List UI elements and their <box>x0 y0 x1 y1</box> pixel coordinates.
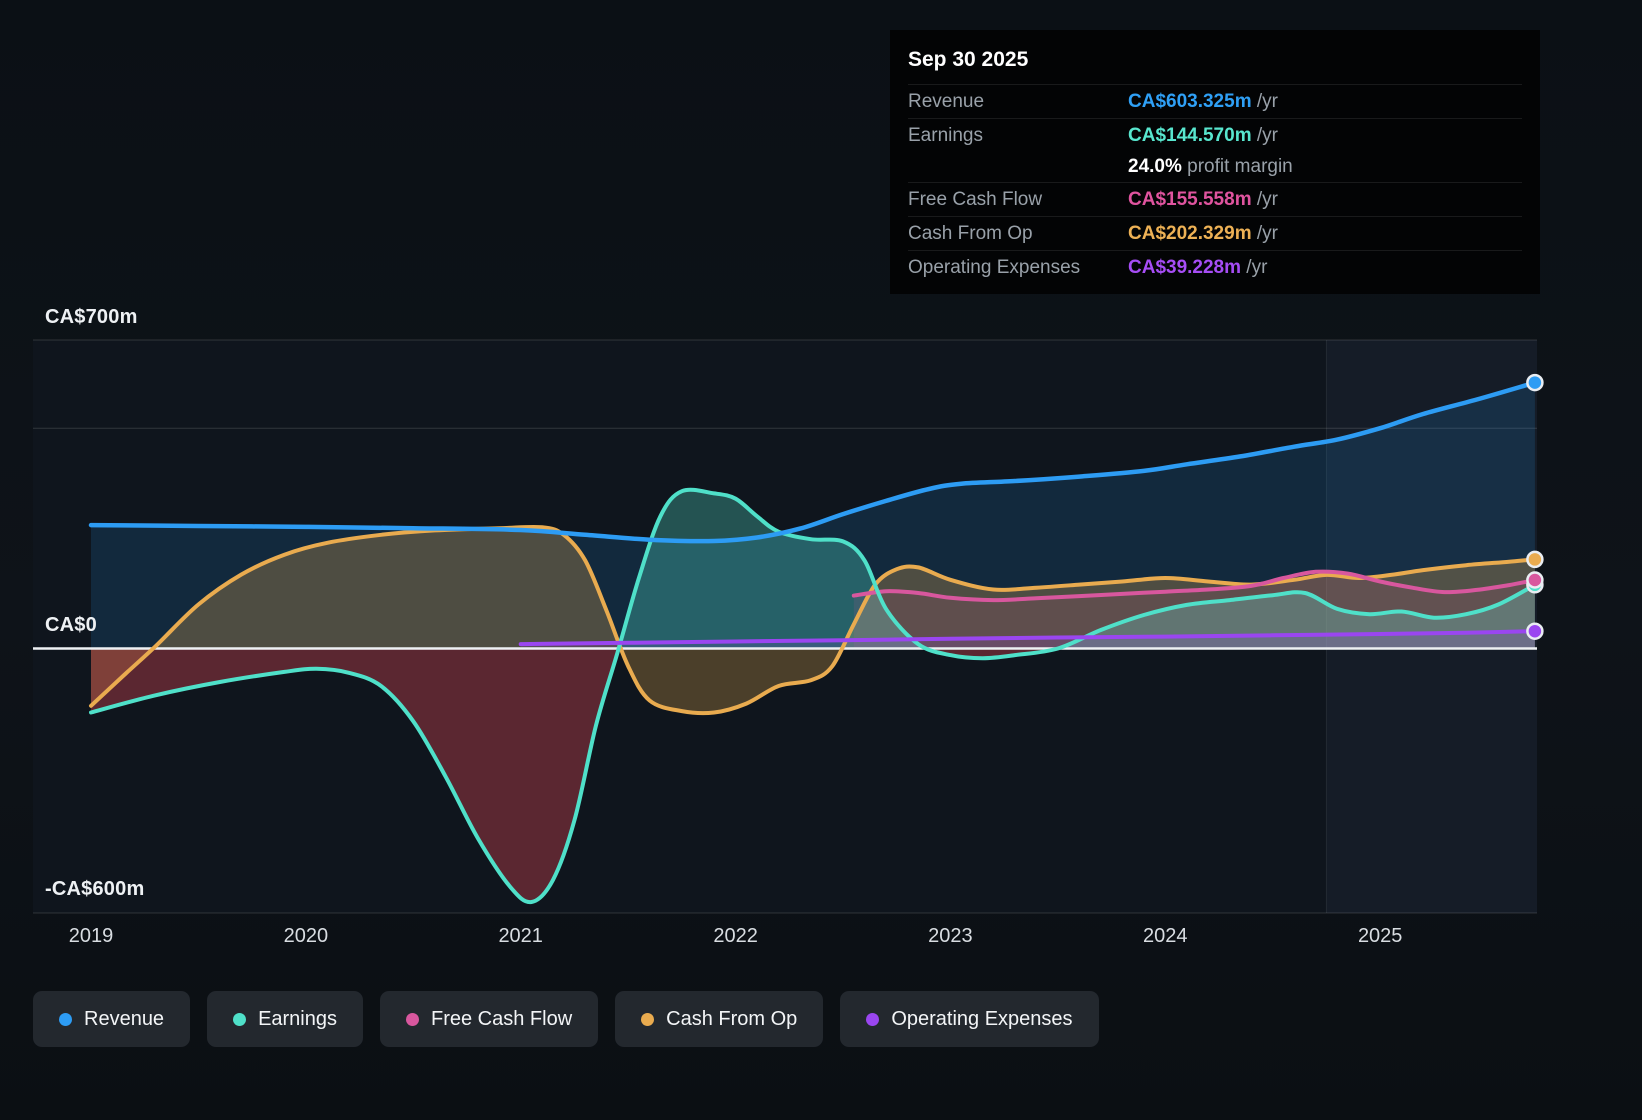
legend-dot-cash-from-op-icon <box>641 1012 655 1026</box>
tooltip-row-revenue: Revenue CA$603.325m /yr <box>908 84 1522 118</box>
tooltip-suffix-earnings: /yr <box>1251 124 1278 146</box>
tooltip-label-cash-from-op: Cash From Op <box>908 222 1033 244</box>
tooltip-value-profit-margin: 24.0% <box>1128 156 1182 177</box>
legend-label-operating-expenses: Operating Expenses <box>891 1007 1073 1030</box>
series-line-operating-expenses <box>518 629 1537 647</box>
y-axis-label-zero: CA$0 <box>45 614 97 636</box>
chart-tooltip: Sep 30 2025 Revenue CA$603.325m /yr Earn… <box>890 30 1540 294</box>
tooltip-suffix-profit-margin: profit margin <box>1181 156 1293 177</box>
legend-dot-earnings-icon <box>233 1012 247 1026</box>
tooltip-label-revenue: Revenue <box>908 90 985 112</box>
tooltip-label-free-cash-flow: Free Cash Flow <box>908 188 1043 210</box>
series-endpoint-revenue <box>1526 373 1544 392</box>
tooltip-value-operating-expenses: CA$39.228m <box>1128 256 1242 278</box>
legend-item-revenue[interactable]: Revenue <box>33 991 191 1047</box>
tooltip-row-operating-expenses: Operating Expenses CA$39.228m /yr <box>908 250 1522 284</box>
x-tick-2019: 2019 <box>68 925 114 947</box>
legend-dot-revenue-icon <box>59 1012 72 1026</box>
tooltip-value-revenue: CA$603.325m <box>1128 90 1252 112</box>
x-tick-2020: 2020 <box>283 925 329 947</box>
x-tick-2023: 2023 <box>928 925 973 947</box>
x-tick-2021: 2021 <box>498 925 543 947</box>
tooltip-row-earnings: Earnings CA$144.570m /yr <box>908 118 1522 152</box>
series-endpoint-operating-expenses <box>1526 622 1544 640</box>
y-axis-label-700: CA$700m <box>45 306 138 328</box>
tooltip-suffix-revenue: /yr <box>1251 90 1278 112</box>
series-endpoint-cash-from-op <box>1526 550 1544 569</box>
legend-label-earnings: Earnings <box>258 1007 337 1030</box>
legend-item-cash-from-op[interactable]: Cash From Op <box>615 991 824 1047</box>
plot-background <box>33 340 1537 913</box>
legend-label-free-cash-flow: Free Cash Flow <box>431 1007 573 1030</box>
legend-item-free-cash-flow[interactable]: Free Cash Flow <box>380 991 599 1047</box>
legend-dot-free-cash-flow-icon <box>406 1012 419 1026</box>
tooltip-value-free-cash-flow: CA$155.558m <box>1128 188 1252 210</box>
legend-label-cash-from-op: Cash From Op <box>666 1007 798 1030</box>
tooltip-date: Sep 30 2025 <box>908 48 1029 71</box>
series-area-free-cash-flow <box>853 571 1535 649</box>
series-endpoint-free-cash-flow <box>1526 571 1544 589</box>
tooltip-row-profit-margin: 24.0% profit margin <box>908 152 1522 182</box>
tooltip-value-cash-from-op: CA$202.329m <box>1128 222 1252 244</box>
series-line-revenue <box>88 380 1537 544</box>
series-line-cash-from-op <box>89 524 1537 716</box>
tooltip-label-earnings: Earnings <box>908 124 983 146</box>
series-line-free-cash-flow <box>851 569 1537 603</box>
tooltip-suffix-operating-expenses: /yr <box>1241 256 1268 278</box>
tooltip-row-free-cash-flow: Free Cash Flow CA$155.558m /yr <box>908 182 1522 216</box>
chart-legend: Revenue Earnings Free Cash Flow Cash Fro… <box>33 991 1099 1047</box>
tooltip-label-operating-expenses: Operating Expenses <box>908 256 1081 278</box>
series-area-cash-from-op <box>91 526 1535 714</box>
legend-label-revenue: Revenue <box>84 1007 165 1030</box>
series-area-revenue <box>91 382 1535 649</box>
tooltip-value-earnings: CA$144.570m <box>1128 124 1252 146</box>
x-tick-2025: 2025 <box>1357 925 1403 947</box>
series-line-earnings <box>89 487 1537 905</box>
tooltip-suffix-cash-from-op: /yr <box>1251 222 1278 244</box>
x-tick-2024: 2024 <box>1143 925 1188 947</box>
legend-dot-operating-expenses-icon <box>866 1012 880 1026</box>
legend-item-earnings[interactable]: Earnings <box>207 991 363 1047</box>
series-area-negative-earnings <box>91 648 1058 903</box>
tooltip-row-cash-from-op: Cash From Op CA$202.329m /yr <box>908 216 1522 250</box>
x-tick-2022: 2022 <box>713 925 758 947</box>
tooltip-suffix-free-cash-flow: /yr <box>1251 188 1278 210</box>
legend-item-operating-expenses[interactable]: Operating Expenses <box>840 991 1099 1047</box>
y-axis-label-neg600: -CA$600m <box>45 878 145 900</box>
